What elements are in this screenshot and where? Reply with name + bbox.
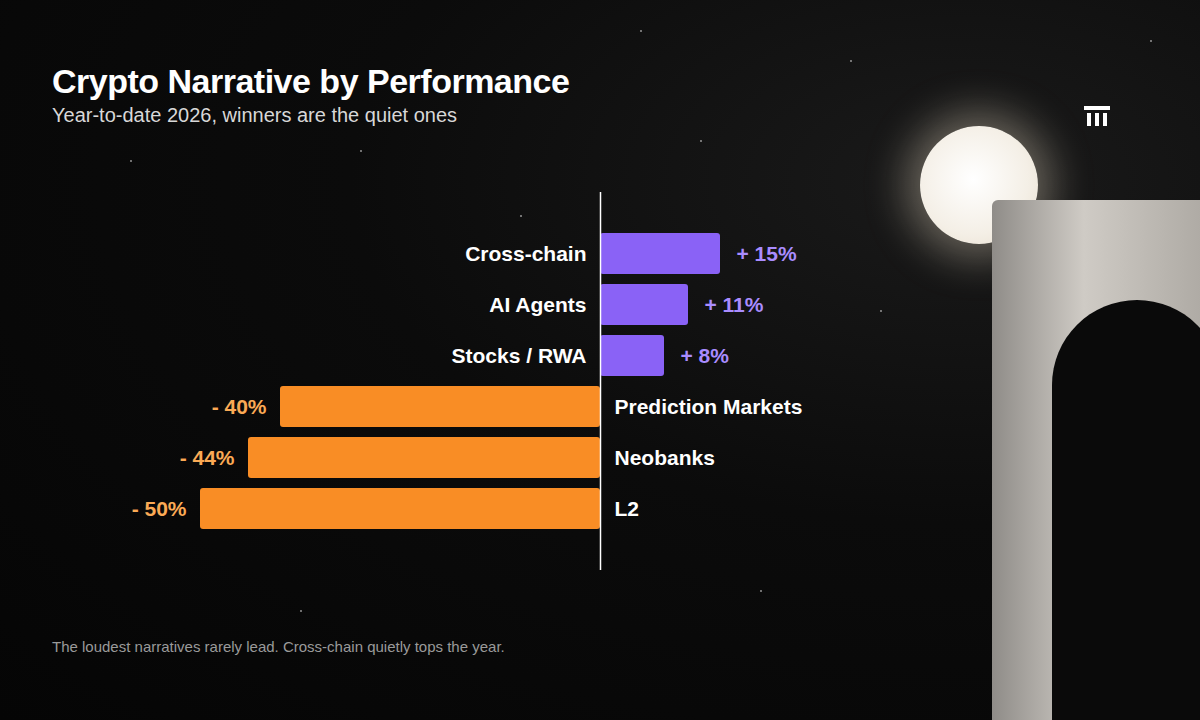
svg-text:- 50%: - 50% xyxy=(132,497,187,520)
svg-text:Cross-chain: Cross-chain xyxy=(465,242,586,265)
svg-text:Prediction Markets: Prediction Markets xyxy=(615,395,803,418)
svg-text:+ 15%: + 15% xyxy=(737,242,797,265)
html-text:Year-to-date 2026, winners are: Year-to-date 2026, winners are the quiet… xyxy=(52,104,458,126)
svg-text:Stocks / RWA: Stocks / RWA xyxy=(452,344,587,367)
html-text:The loudest narratives rarely: The loudest narratives rarely lead. Cros… xyxy=(52,638,505,655)
svg-text:- 44%: - 44% xyxy=(180,446,235,469)
svg-text:Neobanks: Neobanks xyxy=(615,446,715,469)
svg-text:AI Agents: AI Agents xyxy=(489,293,586,316)
svg-text:+ 11%: + 11% xyxy=(705,293,764,316)
html-text:Crypto Narrative by Performanc: Crypto Narrative by Performance xyxy=(52,62,570,100)
svg-text:L2: L2 xyxy=(615,497,640,520)
svg-text:+ 8%: + 8% xyxy=(681,344,730,367)
svg-text:- 40%: - 40% xyxy=(212,395,267,418)
